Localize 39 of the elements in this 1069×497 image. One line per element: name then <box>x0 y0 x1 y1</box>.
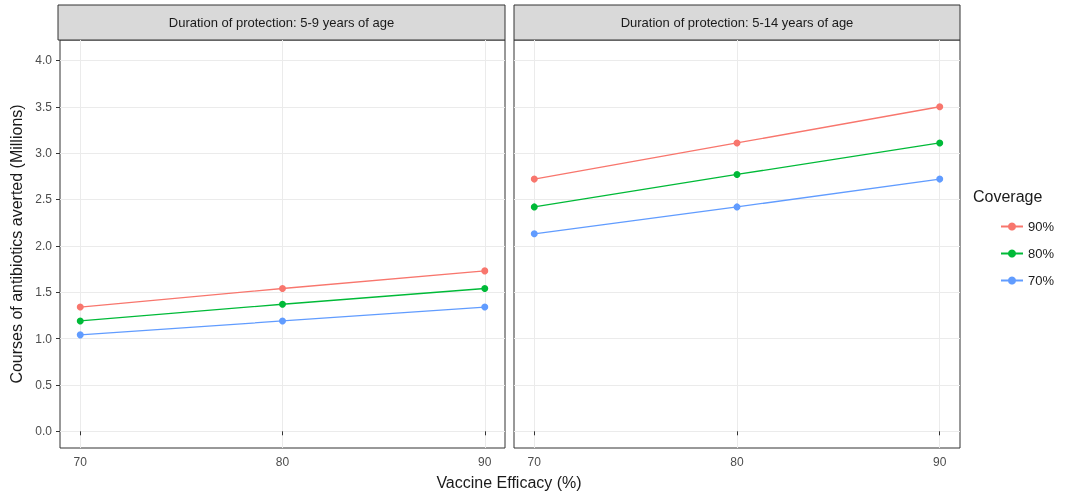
point <box>481 303 489 311</box>
x-tick-label: 80 <box>730 455 744 469</box>
x-tick-label: 80 <box>275 455 290 469</box>
point <box>279 300 286 308</box>
y-axis-title: Courses of antibiotics averted (Millions) <box>7 104 25 384</box>
point <box>279 317 286 325</box>
y-tick-label: 2.0 <box>35 238 53 253</box>
point <box>76 331 84 339</box>
y-tick-label: 3.5 <box>35 99 53 114</box>
y-tick-label: 2.5 <box>35 192 53 207</box>
legend-label: 80% <box>1027 246 1055 261</box>
x-tick-label: 70 <box>73 455 88 469</box>
y-tick-label: 3.0 <box>35 146 53 161</box>
x-tick-label: 90 <box>478 455 492 469</box>
point <box>279 285 286 293</box>
point <box>936 139 944 147</box>
point <box>481 267 489 275</box>
x-tick-label: 90 <box>933 455 947 469</box>
point <box>530 230 538 238</box>
point <box>936 103 944 111</box>
legend-label: 70% <box>1027 273 1055 288</box>
y-tick-label: 0.0 <box>35 424 53 439</box>
point <box>530 203 538 211</box>
x-axis-title: Vaccine Efficacy (%) <box>435 474 583 492</box>
y-tick-label: 1.0 <box>35 331 53 346</box>
y-tick-label: 1.5 <box>35 285 53 300</box>
point <box>733 170 741 178</box>
y-tick-label: 4.0 <box>35 53 53 68</box>
chart-title: Duration of protection: 5-14 years of age <box>620 15 854 30</box>
point <box>530 175 538 183</box>
point <box>76 317 84 325</box>
legend-title: Coverage <box>973 187 1043 205</box>
point <box>936 175 944 183</box>
x-tick-label: 70 <box>527 455 542 469</box>
chart-title: Duration of protection: 5-9 years of age <box>168 15 395 30</box>
y-tick-label: 0.5 <box>35 377 53 392</box>
point <box>481 285 489 293</box>
legend-label: 90% <box>1027 219 1055 234</box>
point <box>76 303 84 311</box>
